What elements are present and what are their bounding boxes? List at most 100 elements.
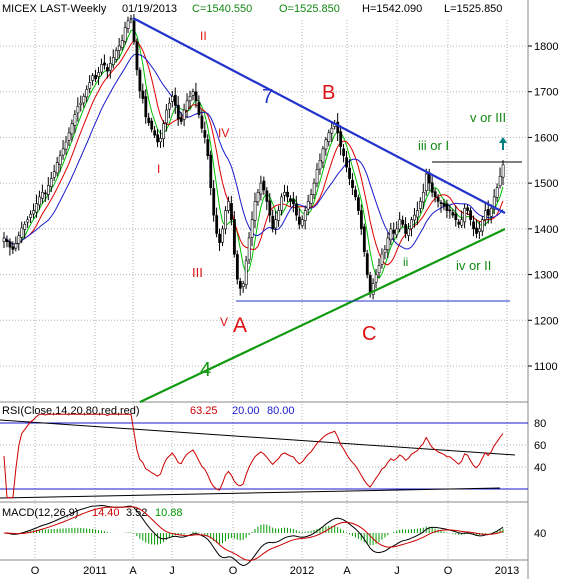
x-tick-label: A [129,565,137,577]
candle-body [2,237,6,242]
candle-body [492,196,496,210]
candle-body [191,91,195,96]
candle-body [392,229,396,234]
macd-value: 14.40 [92,507,120,519]
candle-body [389,228,393,241]
candle-body [230,203,233,221]
macd-line [3,504,504,567]
candle-body [421,191,425,203]
candle-body [362,226,366,253]
candle-body [14,243,18,249]
candle-body [327,132,331,142]
candle-body [182,109,186,120]
candle-body [94,75,98,80]
macd-hist-value: 10.88 [155,507,183,519]
rsi-lower-bound: 20.00 [232,405,260,417]
candle-body [88,82,92,89]
candle-body [368,275,372,294]
candle-body [212,188,216,216]
rsi-axis: 40 60 80 [534,418,546,474]
price-axis: 1100 1200 1300 1400 1500 1600 1700 1800 [528,41,558,373]
candle-body [501,164,505,178]
candle-body [357,197,360,211]
wave-label-IV: IV [218,126,229,140]
candle-body [156,134,160,143]
x-tick-label: J [169,565,175,577]
candle-body [203,130,207,138]
rsi-trendline-lower [0,487,501,499]
low-label: L=1525.850 [444,3,502,15]
wave-label-III: III [192,265,203,280]
wave-label-iii-or-i: iii or I [418,138,449,153]
candle-body [430,182,434,193]
candle-body [309,194,313,204]
candle-body [35,203,38,213]
candle-body [247,237,251,261]
candle-body [454,213,458,221]
candle-body [404,224,408,234]
wave-label-ii: ii [403,255,408,269]
rsi-tick-label: 40 [534,462,546,474]
candle-body [448,209,452,212]
trendline-7-blue [132,17,506,214]
candle-body [318,159,322,170]
candle-body [259,182,263,195]
candle-body [153,130,157,136]
wave-label-iv-or-ii: iv or II [456,258,491,273]
candle-body [466,207,470,211]
price-tick-label: 1400 [534,224,558,236]
candle-body [185,100,189,111]
macd-title: MACD(12,26,9) [2,507,78,519]
macd-tick-label: 40 [534,528,546,540]
candle-body [321,148,325,163]
candle-body [365,253,369,275]
x-tick-label: O [229,565,238,577]
candle-body [342,148,346,157]
x-tick-label: 2013 [495,565,519,577]
wave-label-7: 7 [262,86,273,108]
ma-mid-line [3,40,504,266]
candle-body [70,123,74,135]
candle-body [374,274,378,283]
candle-body [32,210,36,215]
wave-label-I: I [157,162,160,176]
candle-body [478,228,481,232]
trendlines [132,17,522,403]
candle-body [61,148,65,156]
candle-body [424,173,428,191]
close-label: C=1540.550 [192,3,252,15]
rsi-upper-bound: 80.00 [267,405,295,417]
wave-label-4: 4 [200,359,211,381]
price-tick-label: 1100 [534,361,558,373]
candle-body [108,63,112,71]
macd-signal-line [4,506,504,561]
candle-body [194,91,198,102]
candle-body [132,20,136,42]
x-tick-label: 2012 [290,565,314,577]
symbol-label: MICEX LAST-Weekly [2,3,107,15]
price-tick-label: 1600 [534,132,558,144]
candle-body [55,162,59,174]
candle-body [472,221,475,230]
candle-body [436,197,440,202]
candle-body [188,95,192,102]
price-tick-label: 1200 [534,315,558,327]
candle-body [165,109,168,124]
x-tick-label: J [394,565,400,577]
candle-body [345,157,349,168]
candle-body [224,210,227,230]
candle-body [129,18,133,20]
candle-body [111,57,115,65]
price-tick-label: 1500 [534,178,558,190]
candle-body [383,249,387,254]
candle-body [241,283,245,287]
candle-body [489,207,493,217]
candle-body [306,201,310,210]
candle-body [17,235,21,244]
candle-body [253,201,257,221]
candle-body [138,69,142,92]
candle-body [49,178,53,187]
rsi-trendline-upper [0,419,516,456]
candle-body [451,212,455,216]
candle-body [386,237,390,251]
